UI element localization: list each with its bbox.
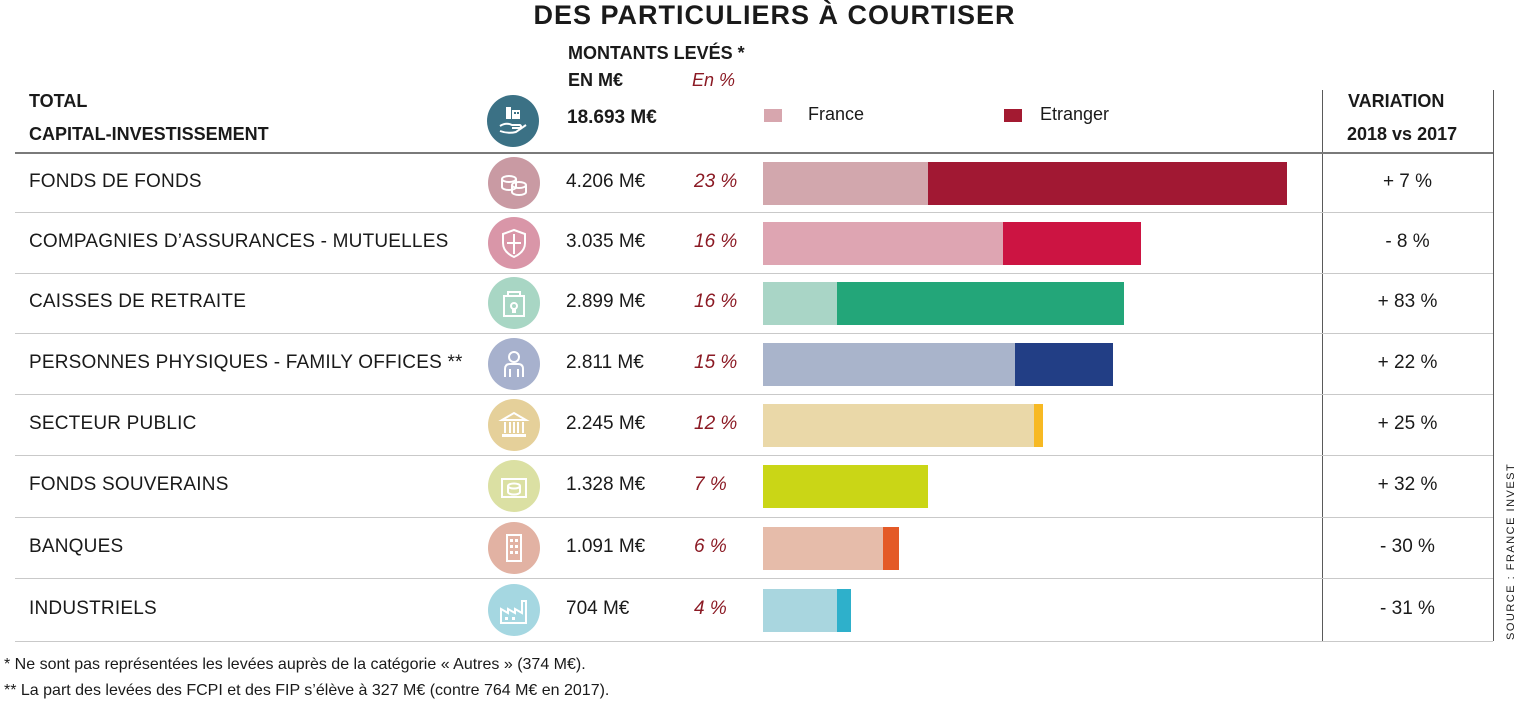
footnote-1: * Ne sont pas représentées les levées au… bbox=[4, 656, 586, 673]
amount-header-line1: MONTANTS LEVÉS * bbox=[568, 43, 745, 63]
bank-building-icon bbox=[488, 398, 540, 451]
hand-buildings-icon bbox=[487, 95, 539, 147]
stacked-bar bbox=[763, 403, 1043, 447]
variation-header-line1: VARIATION bbox=[1348, 91, 1445, 111]
row-separator bbox=[15, 333, 1493, 334]
category-label: COMPAGNIES D’ASSURANCES - MUTUELLES bbox=[29, 230, 449, 252]
variation-label: + 83 % bbox=[1377, 291, 1438, 312]
stacked-bar bbox=[763, 221, 1142, 265]
amount-label: 2.811 M€ bbox=[566, 351, 644, 373]
coins-stack-icon bbox=[488, 157, 540, 209]
legend-etranger-label: Etranger bbox=[1040, 104, 1110, 124]
legend-etranger-swatch bbox=[1004, 109, 1022, 122]
bar-segment-france bbox=[763, 588, 837, 632]
total-label-line2: CAPITAL-INVESTISSEMENT bbox=[29, 124, 269, 144]
amount-label: 2.245 M€ bbox=[566, 412, 646, 434]
stacked-bar bbox=[763, 526, 899, 570]
category-label: SECTEUR PUBLIC bbox=[29, 412, 197, 434]
variation-label: + 7 % bbox=[1382, 171, 1433, 192]
row-separator bbox=[15, 517, 1493, 518]
shield-icon bbox=[488, 216, 540, 269]
variation-header-line2: 2018 vs 2017 bbox=[1347, 124, 1458, 144]
chart-title: DES PARTICULIERS À COURTISER bbox=[533, 0, 1016, 30]
bar-segment-etranger bbox=[882, 526, 899, 570]
percent-header: En % bbox=[692, 70, 736, 90]
variation-column-right-border bbox=[1493, 90, 1494, 641]
variation-label: + 25 % bbox=[1377, 412, 1438, 434]
category-label: CAISSES DE RETRAITE bbox=[29, 291, 247, 312]
share-label: 7 % bbox=[694, 474, 727, 495]
legend-france-label: France bbox=[808, 104, 865, 124]
share-label: 23 % bbox=[694, 171, 738, 192]
bar-segment-etranger bbox=[1015, 342, 1114, 386]
bar-segment-france bbox=[763, 221, 1003, 265]
bar-segment-france bbox=[763, 465, 929, 508]
stacked-bar bbox=[763, 465, 929, 508]
share-label: 4 % bbox=[694, 597, 727, 619]
amount-label: 1.091 M€ bbox=[566, 535, 646, 557]
source-credit: SOURCE : FRANCE INVEST bbox=[1505, 462, 1517, 640]
person-icon bbox=[488, 337, 540, 390]
header-separator bbox=[15, 152, 1493, 154]
variation-label: - 31 % bbox=[1380, 597, 1435, 619]
stacked-bar bbox=[763, 162, 1287, 205]
total-label-line1: TOTAL bbox=[29, 91, 88, 111]
row-separator bbox=[15, 394, 1493, 395]
share-label: 16 % bbox=[694, 230, 738, 252]
category-label: BANQUES bbox=[29, 535, 124, 557]
share-label: 16 % bbox=[694, 291, 738, 312]
stacked-bar bbox=[763, 588, 851, 632]
footnote-2: ** La part des levées des FCPI et des FI… bbox=[4, 682, 610, 699]
bar-segment-etranger bbox=[1034, 403, 1043, 447]
variation-column-left-border bbox=[1322, 90, 1323, 641]
bar-segment-france bbox=[763, 342, 1016, 386]
bar-segment-etranger bbox=[836, 588, 851, 632]
row-separator bbox=[15, 455, 1493, 456]
share-label: 15 % bbox=[694, 351, 738, 373]
sovereign-coins-icon bbox=[488, 460, 540, 512]
share-label: 6 % bbox=[694, 535, 727, 557]
amount-label: 4.206 M€ bbox=[566, 171, 646, 192]
bar-segment-france bbox=[763, 403, 1035, 447]
amount-header-line2: EN M€ bbox=[568, 70, 624, 90]
amount-label: 3.035 M€ bbox=[566, 230, 646, 252]
bar-segment-france bbox=[763, 162, 928, 205]
row-separator bbox=[15, 641, 1493, 642]
share-label: 12 % bbox=[694, 412, 738, 434]
factory-icon bbox=[488, 583, 540, 636]
amount-label: 704 M€ bbox=[566, 597, 630, 619]
row-separator bbox=[15, 212, 1493, 213]
bar-segment-france bbox=[763, 526, 883, 570]
row-separator bbox=[15, 273, 1493, 274]
category-label: INDUSTRIELS bbox=[29, 597, 157, 619]
category-label: FONDS DE FONDS bbox=[29, 171, 202, 192]
row-separator bbox=[15, 578, 1493, 579]
office-tower-icon bbox=[488, 521, 540, 574]
total-amount: 18.693 M€ bbox=[567, 107, 657, 128]
bar-segment-france bbox=[763, 282, 838, 325]
variation-label: - 8 % bbox=[1385, 230, 1430, 252]
bar-segment-etranger bbox=[837, 282, 1125, 325]
stacked-bar bbox=[763, 342, 1114, 386]
legend-france-swatch bbox=[764, 109, 782, 122]
variation-label: + 32 % bbox=[1377, 474, 1438, 495]
bar-segment-etranger bbox=[1002, 221, 1142, 265]
amount-label: 1.328 M€ bbox=[566, 474, 646, 495]
retirement-box-icon bbox=[488, 277, 540, 329]
amount-label: 2.899 M€ bbox=[566, 291, 646, 312]
bar-segment-etranger bbox=[927, 162, 1287, 205]
variation-label: - 30 % bbox=[1380, 535, 1435, 557]
category-label: FONDS SOUVERAINS bbox=[29, 474, 229, 495]
category-label: PERSONNES PHYSIQUES - FAMILY OFFICES ** bbox=[29, 351, 463, 373]
variation-label: + 22 % bbox=[1377, 351, 1438, 373]
stacked-bar bbox=[763, 282, 1125, 325]
